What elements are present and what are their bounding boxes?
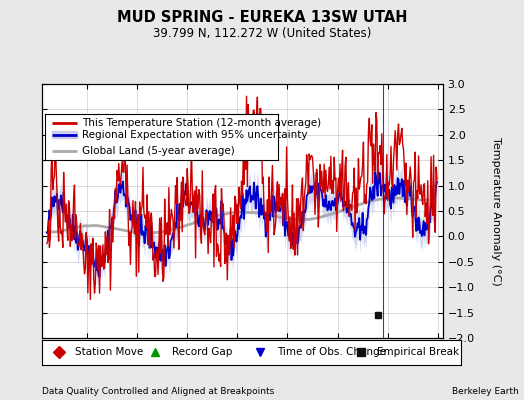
Text: Global Land (5-year average): Global Land (5-year average) xyxy=(82,146,235,156)
Text: Regional Expectation with 95% uncertainty: Regional Expectation with 95% uncertaint… xyxy=(82,130,308,140)
Text: Data Quality Controlled and Aligned at Breakpoints: Data Quality Controlled and Aligned at B… xyxy=(42,387,274,396)
Text: Station Move: Station Move xyxy=(75,347,144,357)
Text: Berkeley Earth: Berkeley Earth xyxy=(452,387,519,396)
Text: MUD SPRING - EUREKA 13SW UTAH: MUD SPRING - EUREKA 13SW UTAH xyxy=(117,10,407,25)
Y-axis label: Temperature Anomaly (°C): Temperature Anomaly (°C) xyxy=(492,137,501,285)
Text: Empirical Break: Empirical Break xyxy=(377,347,460,357)
Text: Record Gap: Record Gap xyxy=(172,347,232,357)
Text: This Temperature Station (12-month average): This Temperature Station (12-month avera… xyxy=(82,118,321,128)
Text: 39.799 N, 112.272 W (United States): 39.799 N, 112.272 W (United States) xyxy=(153,27,371,40)
Text: Time of Obs. Change: Time of Obs. Change xyxy=(277,347,386,357)
